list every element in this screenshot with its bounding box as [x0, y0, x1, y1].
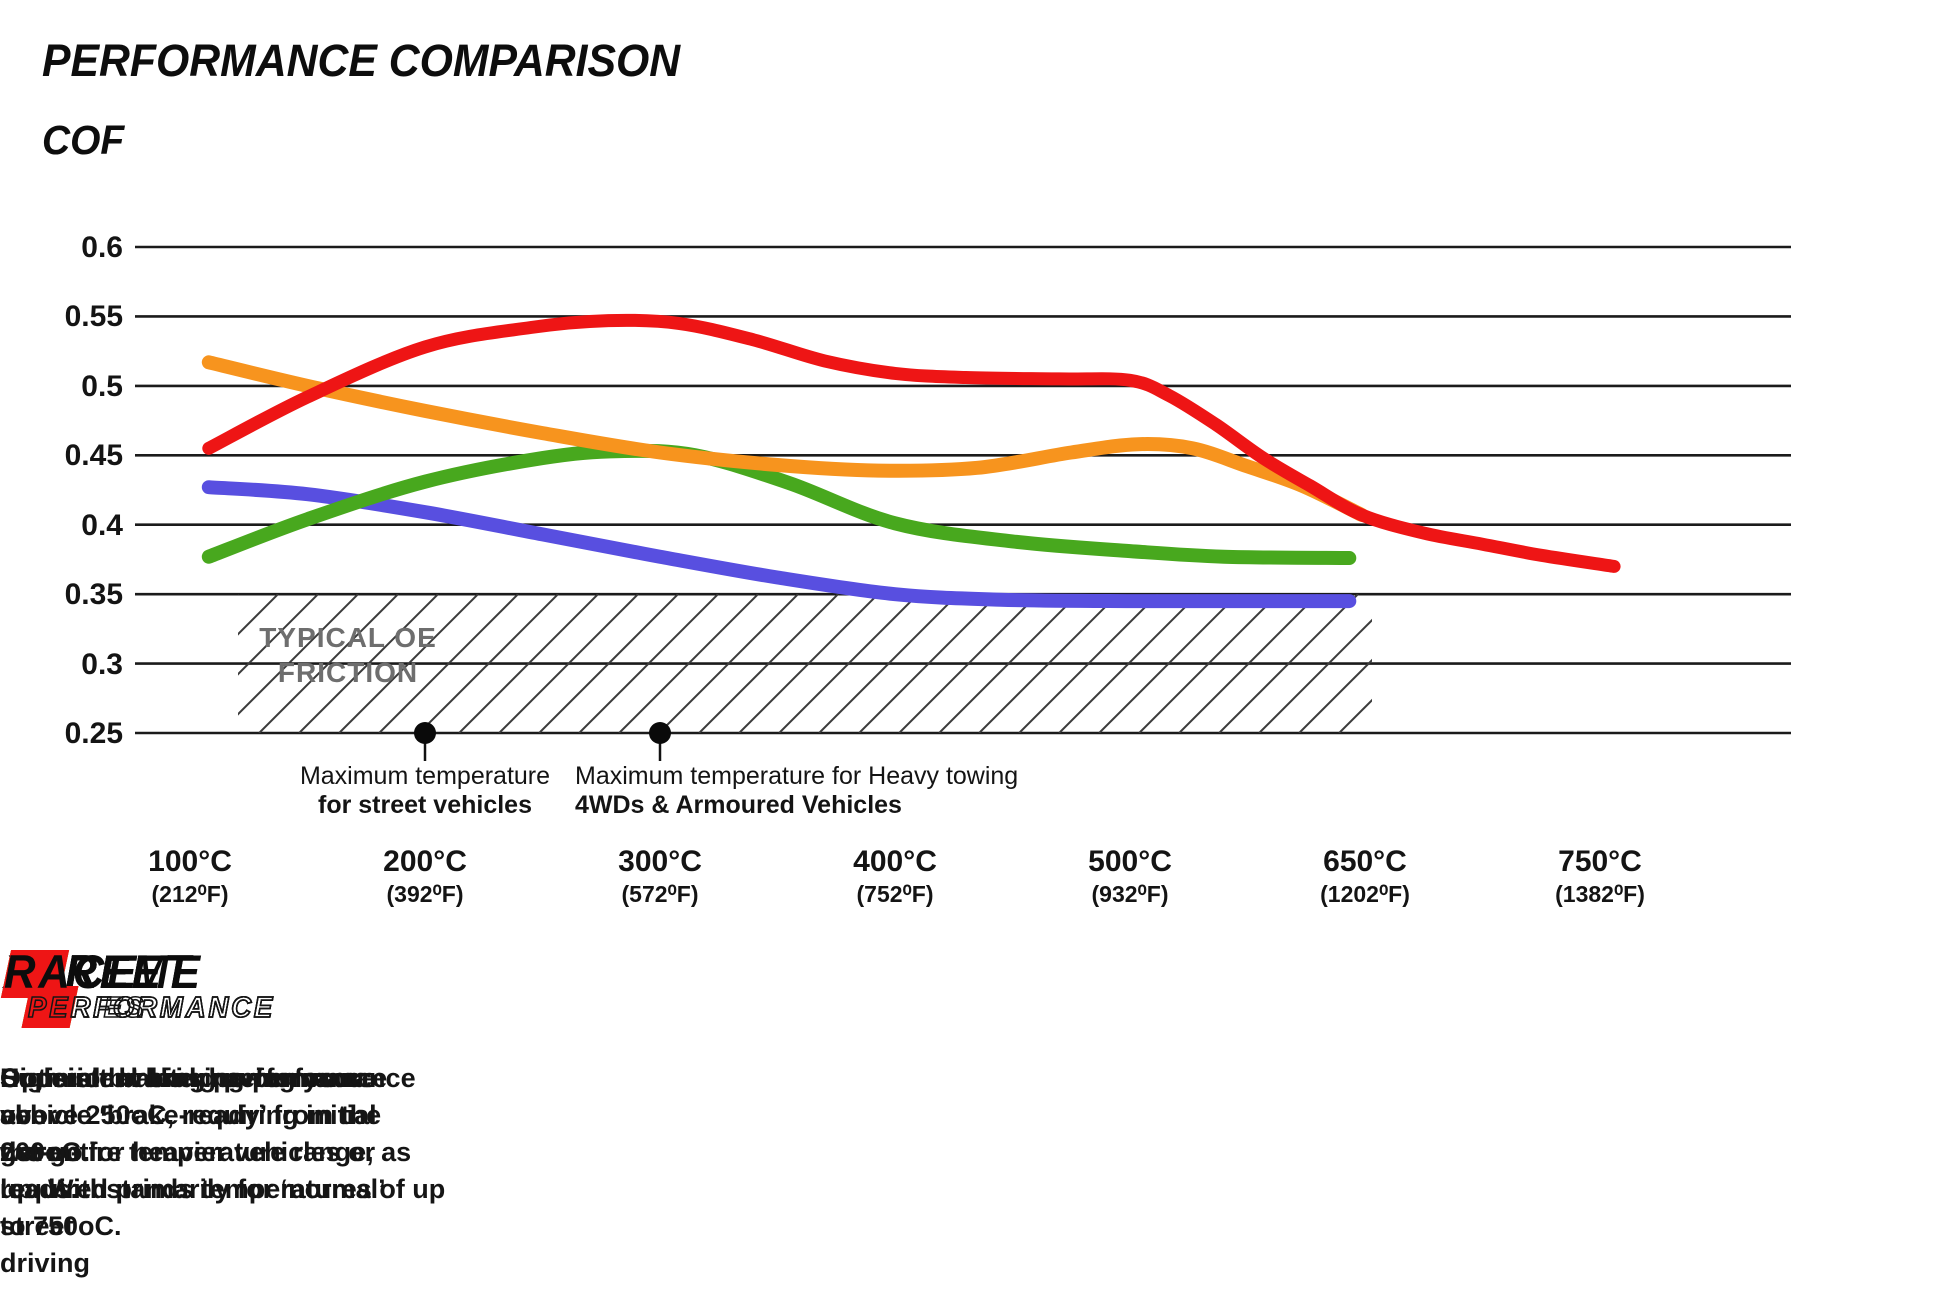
logo-word-sub: PERFORMANCE	[27, 992, 276, 1024]
fahrenheit-label: (932⁰F)	[1091, 881, 1169, 907]
typical-oe-friction-hatch	[238, 594, 1372, 734]
annotation-line: Maximum temperature	[299, 762, 551, 790]
page-title: PERFORMANCE COMPARISON	[42, 35, 681, 86]
y-tick-0.25: 0.25	[64, 717, 123, 750]
celsius-label: 100°C	[148, 845, 232, 878]
series-curves	[201, 313, 1621, 609]
legend-street-series: STREET SERIES Consistent braking perform…	[0, 948, 450, 1278]
x-tick-500c: 500°C (932⁰F)	[1088, 845, 1172, 910]
y-tick-0.55: 0.55	[64, 300, 123, 334]
celsius-label: 750°C	[1558, 845, 1642, 878]
legend-description: Optimal braking performance above 250oC,…	[0, 1063, 446, 1241]
celsius-label: 650°C	[1323, 845, 1407, 878]
cof-line-chart	[135, 245, 1791, 762]
max-temp-dot	[414, 722, 436, 745]
celsius-label: 500°C	[1088, 845, 1172, 878]
logo-word-main: RACE	[4, 945, 140, 998]
curve-street-series	[201, 480, 1357, 609]
max-temp-street-annotation: Maximum temperature for street vehicles	[274, 762, 576, 820]
annotation-line: Maximum temperature for Heavy towing	[575, 762, 1019, 790]
curve-race-performance	[202, 313, 1621, 573]
y-tick-0.5: 0.5	[81, 369, 123, 403]
x-tick-300c: 300°C (572⁰F)	[618, 845, 702, 910]
x-tick-400c: 400°C (752⁰F)	[853, 845, 937, 910]
curve-street-performance	[201, 443, 1357, 565]
x-tick-750c: 750°C (1382⁰F)	[1555, 845, 1645, 910]
race-performance-logo: RACE PERFORMANCE	[0, 948, 450, 1036]
fahrenheit-label: (1382⁰F)	[1555, 881, 1645, 907]
typical-oe-line: TYPICAL OE	[259, 622, 437, 653]
friction-line: FRICTION	[277, 657, 419, 688]
legend-race-performance: RACE PERFORMANCE Optimal braking perform…	[0, 948, 450, 1241]
legend-description: Superior braking performance above 200oC…	[0, 1063, 388, 1204]
curve-xtreme-performance	[201, 355, 1369, 522]
y-tick-0.3: 0.3	[81, 647, 123, 681]
x-tick-650c: 650°C (1202⁰F)	[1320, 845, 1410, 910]
y-axis-title: COF	[42, 117, 125, 163]
max-temp-towing-annotation: Maximum temperature for Heavy towing 4WD…	[575, 762, 1018, 820]
fahrenheit-label: (212⁰F)	[151, 881, 229, 907]
celsius-label: 300°C	[618, 845, 702, 878]
legend-description: High initial bite, having your vehicle ‘…	[0, 1063, 382, 1167]
y-tick-0.4: 0.4	[81, 508, 123, 542]
y-tick-0.35: 0.35	[64, 578, 123, 612]
x-tick-100c: 100°C (212⁰F)	[148, 845, 232, 910]
fahrenheit-label: (752⁰F)	[856, 881, 934, 907]
legend-description: Consistent braking performance over the …	[0, 1063, 416, 1278]
max-temperature-markers	[414, 722, 671, 762]
x-tick-200c: 200°C (392⁰F)	[383, 845, 467, 910]
y-tick-0.6: 0.6	[81, 231, 123, 264]
celsius-label: 200°C	[383, 845, 467, 878]
fahrenheit-label: (572⁰F)	[621, 881, 699, 907]
annotation-line-bold: 4WDs & Armoured Vehicles	[575, 790, 902, 819]
fahrenheit-label: (1202⁰F)	[1320, 881, 1410, 907]
y-tick-0.45: 0.45	[64, 439, 123, 473]
gridlines	[135, 245, 1791, 735]
fahrenheit-label: (392⁰F)	[386, 881, 464, 907]
typical-oe-friction-label: TYPICAL OE FRICTION	[243, 620, 453, 690]
max-temp-dot	[649, 722, 671, 745]
celsius-label: 400°C	[853, 845, 937, 878]
annotation-line-bold: for street vehicles	[318, 790, 532, 819]
